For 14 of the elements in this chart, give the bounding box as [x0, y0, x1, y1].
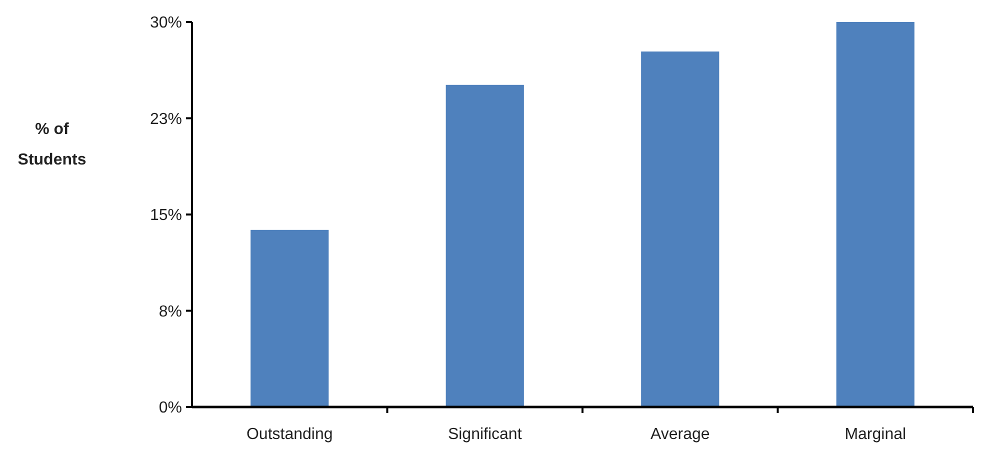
x-tick-label: Average — [650, 426, 710, 443]
x-tick-label: Outstanding — [246, 426, 333, 443]
bar — [641, 52, 720, 407]
y-tick-label: 0% — [158, 400, 182, 417]
x-tick-label: Marginal — [844, 426, 906, 443]
bar — [250, 230, 329, 407]
bar — [446, 84, 524, 407]
y-tick-label: 8% — [158, 303, 182, 320]
bar — [836, 22, 914, 407]
y-tick-label: 30% — [150, 14, 182, 32]
y-tick-label: 23% — [150, 110, 182, 128]
x-tick-label: Significant — [448, 426, 522, 443]
y-tick-label: 15% — [150, 207, 182, 224]
y-axis-title: % of Students — [18, 121, 86, 168]
